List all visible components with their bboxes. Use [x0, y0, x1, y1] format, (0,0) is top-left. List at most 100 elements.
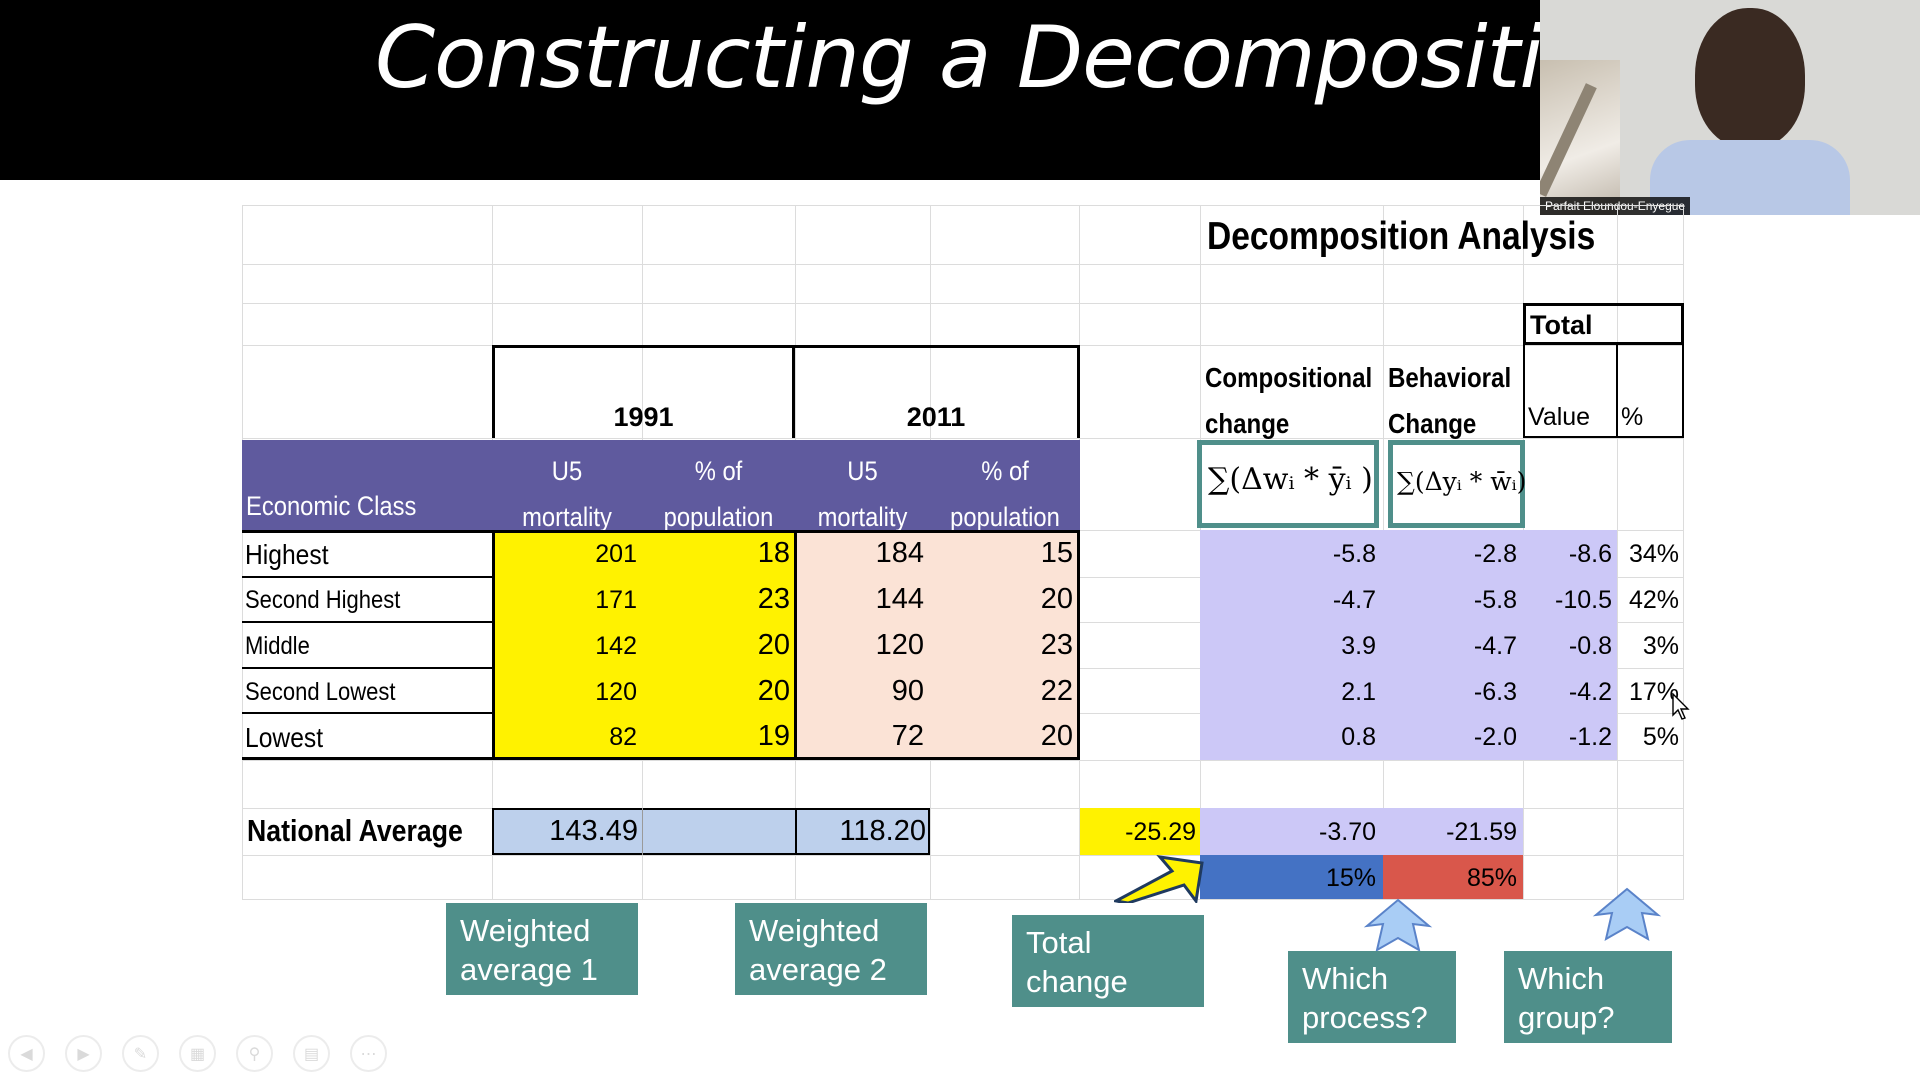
- gridline: [242, 899, 1684, 900]
- gridline: [242, 808, 1684, 809]
- row-behav: -6.3: [1473, 678, 1517, 706]
- mouse-cursor-icon: [1672, 693, 1690, 720]
- row-class-lowest: Lowest: [245, 722, 324, 753]
- header-pop-2011-line1: % of: [981, 456, 1029, 486]
- gridline: [242, 205, 243, 900]
- row-pop-2011: 22: [1040, 675, 1073, 707]
- gridline: [242, 760, 1684, 761]
- callout-which-group-line1: Which: [1518, 961, 1605, 996]
- year-1991-box: 1991: [492, 345, 795, 438]
- behav-header-line2: Change: [1388, 408, 1477, 439]
- presenter-head: [1695, 8, 1805, 148]
- callout-which-group: Which group?: [1504, 951, 1672, 1043]
- national-avg-1991: 143.49: [549, 815, 638, 847]
- presenter-video[interactable]: Parfait Eloundou-Enyegue: [1540, 0, 1920, 215]
- presenter-name: Parfait Eloundou-Enyegue: [1540, 197, 1691, 215]
- row-class-middle: Middle: [245, 632, 310, 660]
- year-2011-box: 2011: [795, 345, 1080, 438]
- row-u5-2011: 90: [891, 675, 924, 707]
- gridline: [1617, 205, 1618, 900]
- row-comp: -4.7: [1332, 586, 1376, 614]
- value-pct-header-box: [1523, 345, 1684, 438]
- row-class-second-highest: Second Highest: [245, 586, 401, 614]
- header-u5-1991: U5 mortality: [501, 448, 633, 540]
- decomp-values-bg: [1200, 530, 1617, 760]
- data-block-divider: [794, 530, 797, 760]
- row-u5-1991: 171: [595, 586, 637, 614]
- row-comp: 2.1: [1341, 678, 1376, 706]
- behav-pct-cell: [1383, 855, 1523, 899]
- header-u5-2011-line2: mortality: [817, 502, 908, 532]
- gridline: [242, 205, 1684, 206]
- row-comp: 3.9: [1341, 632, 1376, 660]
- pen-icon[interactable]: ✎: [122, 1035, 159, 1072]
- row-u5-1991: 82: [609, 723, 637, 751]
- value-pct-divider: [1616, 345, 1618, 438]
- next-icon[interactable]: ▶: [65, 1035, 102, 1072]
- total-change-value: -25.29: [1125, 818, 1196, 846]
- value-header: Value: [1528, 403, 1591, 431]
- callout-weighted-average-1: Weighted average 1: [446, 903, 638, 995]
- behav-formula-box: ∑(Δyᵢ * w̄ᵢ): [1388, 440, 1527, 528]
- row-pct: 5%: [1642, 723, 1679, 751]
- row-behav: -2.8: [1473, 540, 1517, 568]
- pct-header: %: [1621, 403, 1644, 431]
- total-change-cell: [1080, 808, 1200, 855]
- header-u5-1991-line1: U5: [551, 456, 583, 486]
- header-pop-2011: % of population: [939, 448, 1071, 540]
- national-decomp-bg: [1200, 808, 1523, 855]
- callout-total-change-line1: Total: [1026, 925, 1092, 960]
- total-change-arrow-icon: [1114, 855, 1204, 903]
- behav-header: Behavioral Change: [1388, 355, 1511, 447]
- row-pop-2011: 20: [1040, 720, 1073, 752]
- row-total: -8.6: [1568, 540, 1612, 568]
- header-pop-2011-line2: population: [950, 502, 1060, 532]
- gridline: [242, 303, 1684, 304]
- row-comp: -5.8: [1332, 540, 1376, 568]
- callout-weighted-average-2-line2: average 2: [749, 952, 887, 987]
- zoom-icon[interactable]: ⚲: [236, 1035, 273, 1072]
- row-behav: -5.8: [1473, 586, 1517, 614]
- row-pop-2011: 23: [1040, 629, 1073, 661]
- row-comp: 0.8: [1341, 723, 1376, 751]
- national-comp-total: -3.70: [1319, 818, 1376, 846]
- behav-header-line1: Behavioral: [1388, 362, 1512, 393]
- callout-which-process-line2: process?: [1302, 1000, 1428, 1035]
- row-divider: [242, 712, 492, 714]
- row-class-highest: Highest: [245, 539, 329, 570]
- background-shelf: [1540, 60, 1620, 215]
- more-icon[interactable]: ⋯: [350, 1035, 387, 1072]
- year-1991: 1991: [613, 402, 674, 432]
- analysis-title: Decomposition Analysis: [1207, 215, 1596, 258]
- behav-pct-value: 85%: [1466, 864, 1517, 892]
- national-avg-divider: [642, 808, 643, 855]
- previous-icon[interactable]: ◀: [8, 1035, 45, 1072]
- comp-header-line2: change: [1205, 408, 1290, 439]
- row-total: -0.8: [1568, 632, 1612, 660]
- header-economic-class: Economic Class: [246, 491, 417, 521]
- total-header: Total: [1530, 310, 1593, 340]
- row-total: -4.2: [1568, 678, 1612, 706]
- data-2011-bg: [795, 530, 1080, 760]
- which-group-arrow-icon: [1592, 887, 1662, 942]
- behav-formula: ∑(Δyᵢ * w̄ᵢ): [1397, 467, 1527, 496]
- header-pop-1991-line2: population: [663, 502, 774, 532]
- year-2011: 2011: [906, 402, 966, 432]
- subtitles-icon[interactable]: ▤: [293, 1035, 330, 1072]
- header-u5-2011: U5 mortality: [803, 448, 922, 540]
- row-u5-2011: 184: [875, 537, 924, 569]
- row-u5-1991: 201: [595, 540, 637, 568]
- row-pct: 34%: [1628, 540, 1679, 568]
- row-divider: [242, 667, 492, 669]
- slides-grid-icon[interactable]: ▦: [179, 1035, 216, 1072]
- header-u5-2011-line1: U5: [847, 456, 878, 486]
- row-u5-2011: 72: [891, 720, 924, 752]
- row-u5-2011: 144: [875, 583, 924, 615]
- row-pct: 3%: [1642, 632, 1679, 660]
- national-average-label: National Average: [247, 813, 463, 848]
- row-pct: 17%: [1628, 678, 1679, 706]
- column-header-row: [242, 440, 1080, 530]
- row-pop-2011: 15: [1040, 537, 1073, 569]
- row-total: -10.5: [1555, 586, 1612, 614]
- row-class-second-lowest: Second Lowest: [245, 678, 396, 706]
